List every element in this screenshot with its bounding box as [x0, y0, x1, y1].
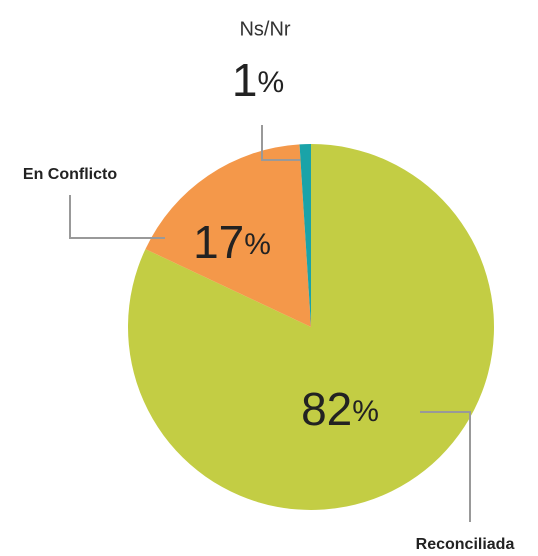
category-label: Ns/Nr: [239, 18, 290, 40]
data-label: 17%: [193, 216, 271, 268]
data-label: 1%: [232, 54, 284, 106]
category-label: En Conflicto: [23, 166, 117, 183]
category-label: Reconciliada: [416, 536, 515, 553]
pie-slice: [145, 144, 311, 327]
pie-slice: [299, 144, 311, 327]
leader-line: [69, 195, 165, 239]
data-label: 82%: [301, 383, 379, 435]
leader-line: [261, 125, 300, 161]
leader-line: [420, 411, 471, 522]
